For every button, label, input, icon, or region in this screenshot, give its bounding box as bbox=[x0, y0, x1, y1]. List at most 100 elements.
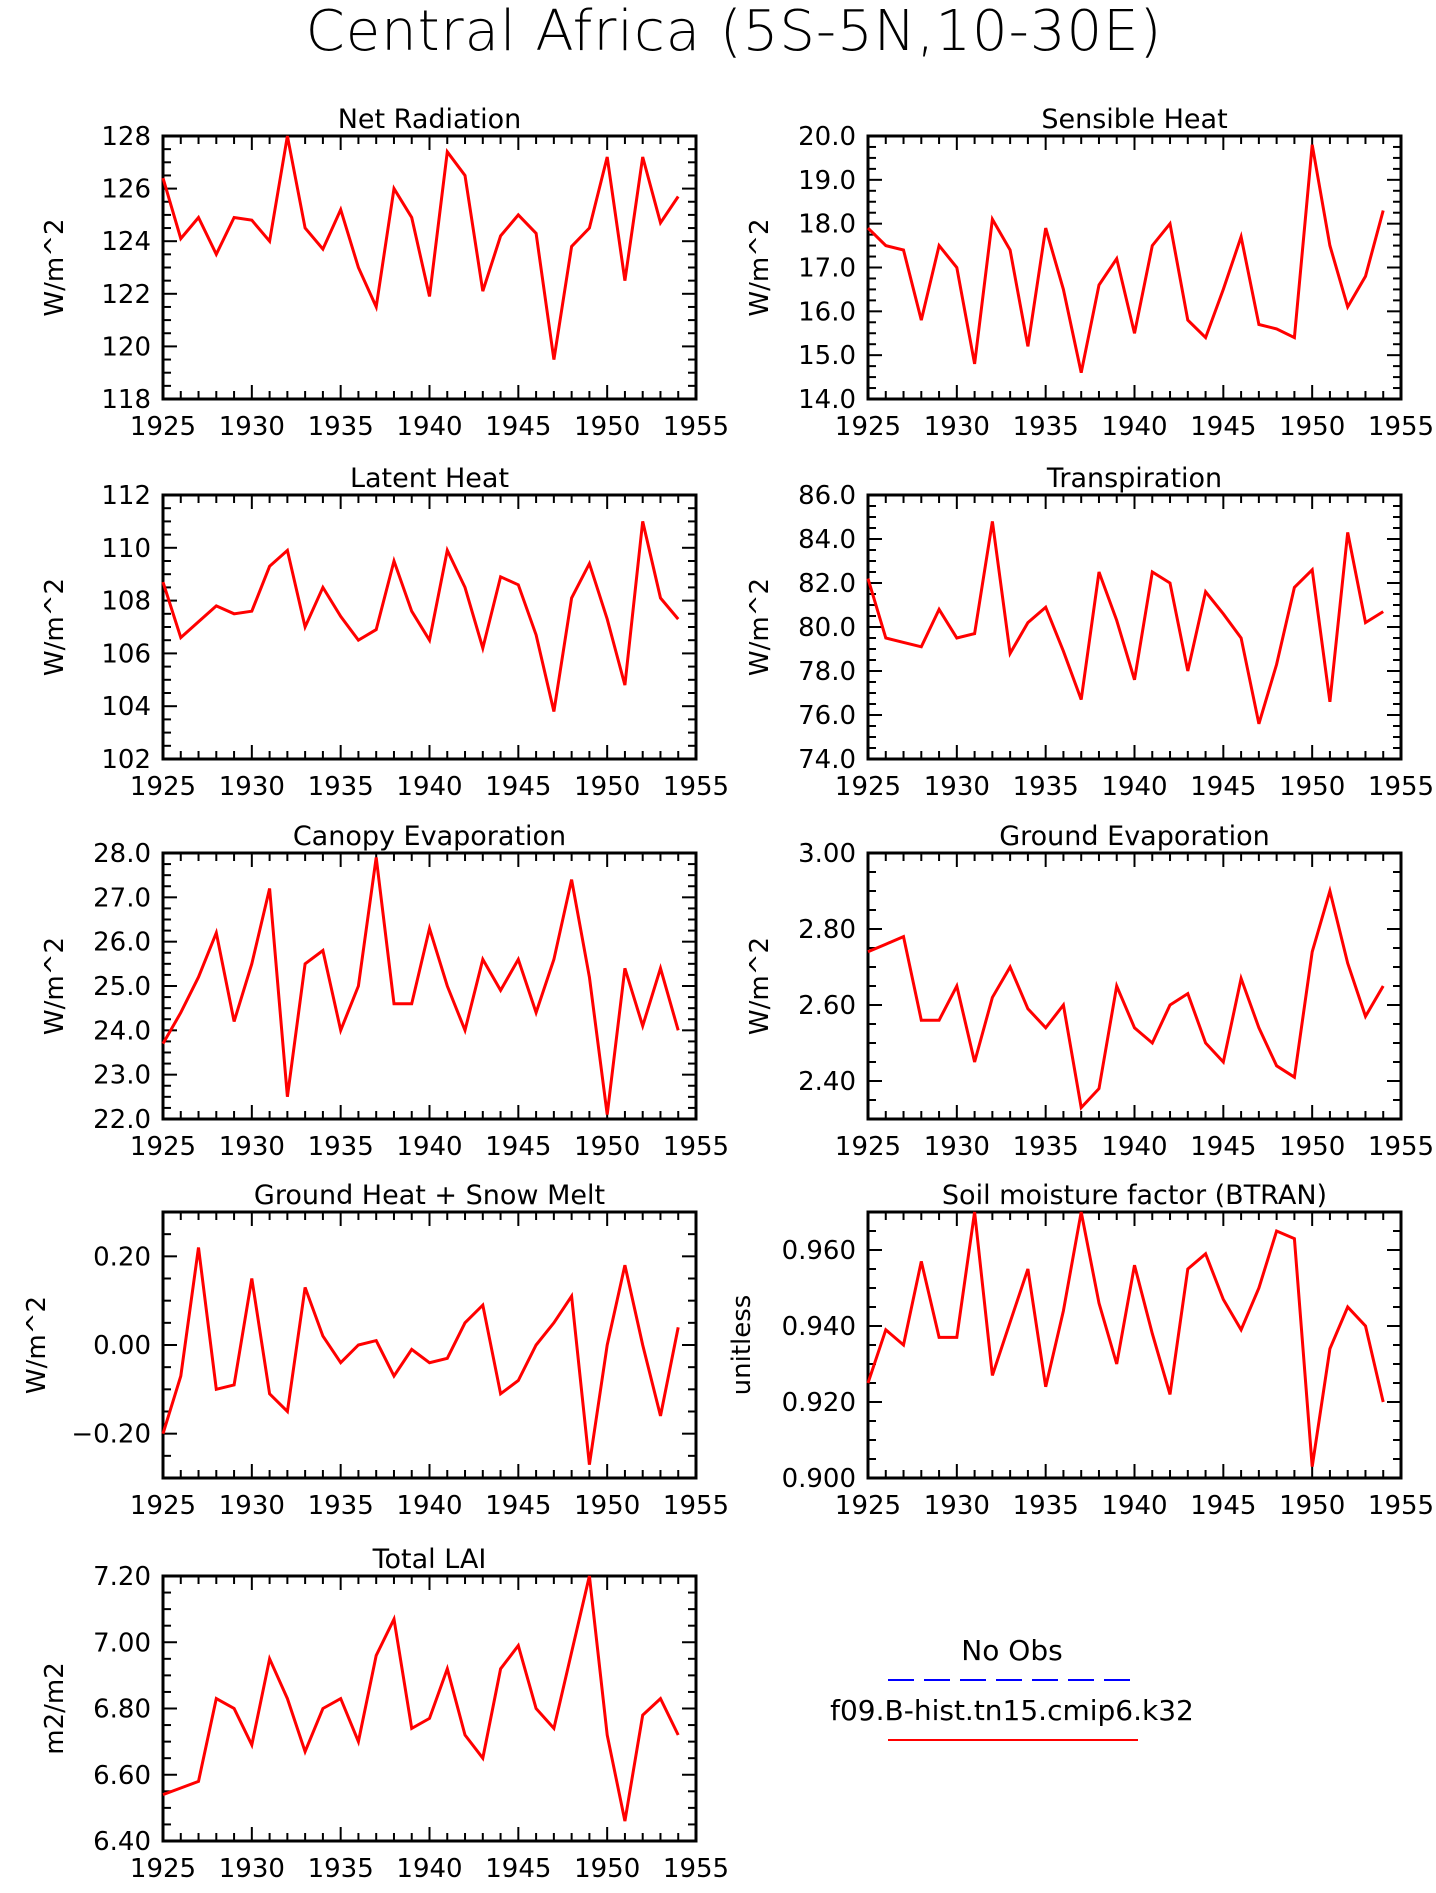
y-axis-label: W/m^2 bbox=[745, 578, 775, 676]
x-tick-label: 1925 bbox=[130, 412, 196, 442]
plot-frame bbox=[866, 1210, 1403, 1480]
y-tick-label: 20.0 bbox=[798, 122, 856, 152]
y-tick-label: 22.0 bbox=[93, 1105, 151, 1135]
x-tick-label: 1940 bbox=[1101, 1132, 1167, 1162]
x-tick-label: 1940 bbox=[1101, 1491, 1167, 1521]
x-tick-label: 1940 bbox=[1101, 772, 1167, 802]
x-tick-label: 1940 bbox=[396, 1132, 462, 1162]
x-tick-label: 1955 bbox=[663, 1491, 729, 1521]
y-tick-label: 6.80 bbox=[93, 1695, 151, 1725]
y-tick-label: 23.0 bbox=[93, 1061, 151, 1091]
x-tick-label: 1950 bbox=[1279, 1491, 1345, 1521]
y-tick-label: 106 bbox=[101, 639, 151, 669]
y-tick-label: 0.940 bbox=[782, 1312, 856, 1342]
x-tick-label: 1925 bbox=[835, 1132, 901, 1162]
chart-panel-transpiration: Transpiration 1925 1930 1935 1940 1945 1950 195… bbox=[745, 463, 1434, 802]
y-tick-label: −0.20 bbox=[71, 1420, 151, 1450]
x-tick-label: 1940 bbox=[1101, 412, 1167, 442]
x-tick-label: 1930 bbox=[219, 1491, 285, 1521]
legend-obs-label: No Obs bbox=[961, 1634, 1062, 1667]
chart-panel-ground-evaporation: Ground Evaporation 1925 1930 1935 1940 1945 19… bbox=[745, 821, 1434, 1162]
x-tick-label: 1930 bbox=[924, 412, 990, 442]
panel-title: Net Radiation bbox=[338, 104, 522, 135]
chart-panel-sensible-heat: Sensible Heat 1925 1930 1935 1940 1945 1950 195… bbox=[745, 104, 1434, 442]
y-tick-label: 6.40 bbox=[93, 1827, 151, 1857]
y-axis-label: W/m^2 bbox=[40, 937, 70, 1035]
y-tick-label: 28.0 bbox=[93, 839, 151, 869]
plot-frame bbox=[161, 493, 698, 761]
series-line bbox=[162, 1575, 680, 1822]
x-tick-label: 1955 bbox=[1368, 1491, 1434, 1521]
x-tick-label: 1930 bbox=[219, 772, 285, 802]
series-line bbox=[866, 144, 1385, 374]
plot-frame bbox=[161, 851, 698, 1121]
x-tick-label: 1925 bbox=[835, 412, 901, 442]
y-axis-label: W/m^2 bbox=[40, 578, 70, 676]
y-tick-label: 112 bbox=[101, 481, 151, 511]
legend-model-label: f09.B-hist.tn15.cmip6.k32 bbox=[830, 1694, 1194, 1727]
x-tick-label: 1940 bbox=[396, 772, 462, 802]
x-tick-label: 1925 bbox=[130, 1132, 196, 1162]
x-tick-label: 1940 bbox=[396, 1854, 462, 1884]
plot-frame bbox=[161, 1210, 698, 1480]
x-tick-label: 1955 bbox=[663, 412, 729, 442]
x-tick-label: 1945 bbox=[1190, 412, 1256, 442]
x-tick-label: 1945 bbox=[1190, 1491, 1256, 1521]
series-line bbox=[161, 135, 680, 360]
y-tick-label: 24.0 bbox=[93, 1016, 151, 1046]
x-tick-label: 1935 bbox=[308, 772, 374, 802]
y-tick-label: 110 bbox=[101, 534, 151, 564]
chart-panel-latent-heat: Latent Heat 1925 1930 1935 1940 1945 1950 1955 1… bbox=[40, 463, 729, 802]
y-tick-label: 120 bbox=[101, 332, 151, 362]
x-tick-label: 1950 bbox=[574, 1854, 640, 1884]
y-axis-label: W/m^2 bbox=[745, 937, 775, 1035]
panel-title: Canopy Evaporation bbox=[293, 821, 566, 852]
y-tick-label: 7.00 bbox=[93, 1628, 151, 1658]
chart-panel-canopy-evaporation: Canopy Evaporation 1925 1930 1935 1940 1945 19… bbox=[40, 821, 729, 1162]
y-tick-label: 126 bbox=[101, 175, 151, 205]
y-tick-label: 0.920 bbox=[782, 1388, 856, 1418]
x-tick-label: 1950 bbox=[1279, 772, 1345, 802]
x-tick-label: 1950 bbox=[574, 772, 640, 802]
plot-frame bbox=[866, 134, 1403, 401]
x-tick-label: 1925 bbox=[130, 1854, 196, 1884]
x-tick-label: 1955 bbox=[663, 772, 729, 802]
x-tick-label: 1955 bbox=[1368, 412, 1434, 442]
y-tick-label: 122 bbox=[101, 280, 151, 310]
x-tick-label: 1945 bbox=[485, 1491, 551, 1521]
panel-title: Total LAI bbox=[372, 1544, 487, 1575]
figure-title: Central Africa (5S-5N,10-30E) bbox=[306, 0, 1163, 64]
x-tick-label: 1940 bbox=[396, 1491, 462, 1521]
y-tick-label: 0.960 bbox=[782, 1236, 856, 1266]
y-tick-label: 124 bbox=[101, 227, 151, 257]
y-tick-label: 0.00 bbox=[93, 1331, 151, 1361]
panel-title: Sensible Heat bbox=[1041, 104, 1227, 135]
y-tick-label: 128 bbox=[101, 122, 151, 152]
x-tick-label: 1945 bbox=[485, 772, 551, 802]
y-tick-label: 3.00 bbox=[798, 839, 856, 869]
series-line bbox=[866, 521, 1384, 725]
x-tick-label: 1955 bbox=[1368, 1132, 1434, 1162]
y-tick-label: 26.0 bbox=[93, 928, 151, 958]
plot-frame bbox=[866, 851, 1403, 1121]
panel-title: Latent Heat bbox=[350, 463, 509, 494]
series-line bbox=[161, 857, 680, 1115]
y-tick-label: 118 bbox=[101, 385, 151, 415]
x-tick-label: 1935 bbox=[308, 1854, 374, 1884]
y-tick-label: 78.0 bbox=[798, 657, 856, 687]
x-tick-label: 1950 bbox=[574, 1132, 640, 1162]
y-tick-label: 76.0 bbox=[798, 701, 856, 731]
y-tick-label: 16.0 bbox=[798, 297, 856, 327]
plot-frame bbox=[161, 1574, 698, 1843]
panel-title: Transpiration bbox=[1046, 463, 1222, 494]
x-tick-label: 1955 bbox=[663, 1132, 729, 1162]
y-tick-label: 0.20 bbox=[93, 1242, 151, 1272]
x-tick-label: 1945 bbox=[485, 412, 551, 442]
series-line bbox=[867, 885, 1385, 1111]
x-tick-label: 1930 bbox=[219, 412, 285, 442]
series-line bbox=[161, 1247, 680, 1465]
x-tick-label: 1945 bbox=[1190, 772, 1256, 802]
x-tick-label: 1945 bbox=[485, 1132, 551, 1162]
legend: No Obs f09.B-hist.tn15.cmip6.k32 bbox=[830, 1634, 1194, 1741]
y-tick-label: 15.0 bbox=[798, 341, 856, 371]
